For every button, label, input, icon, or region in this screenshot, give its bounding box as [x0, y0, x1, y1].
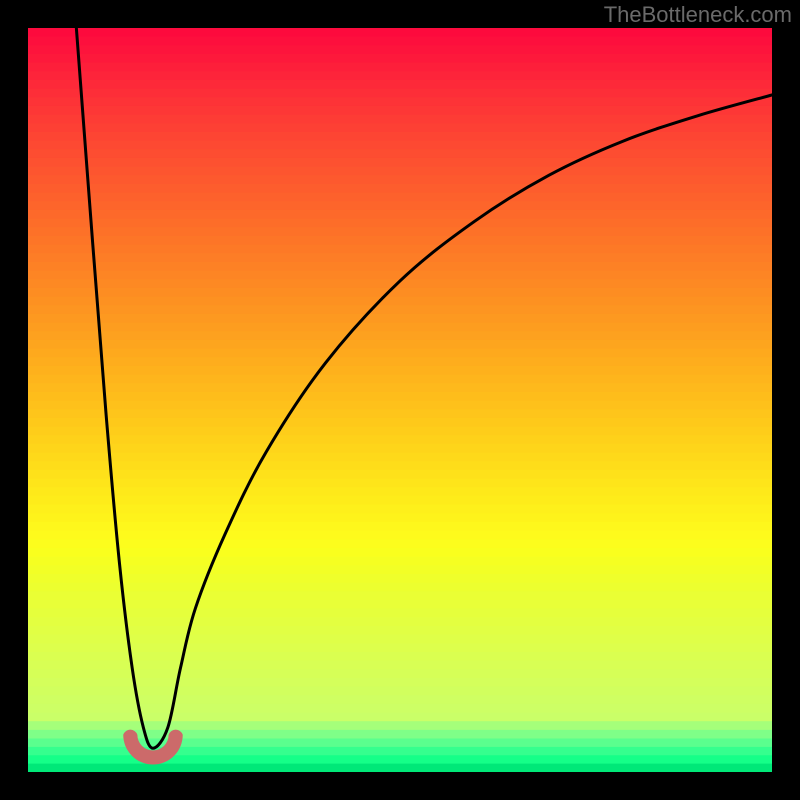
plot-svg [28, 28, 772, 772]
plot-frame [28, 28, 772, 772]
chart-stage: TheBottleneck.com [0, 0, 800, 800]
watermark-text: TheBottleneck.com [604, 2, 792, 28]
